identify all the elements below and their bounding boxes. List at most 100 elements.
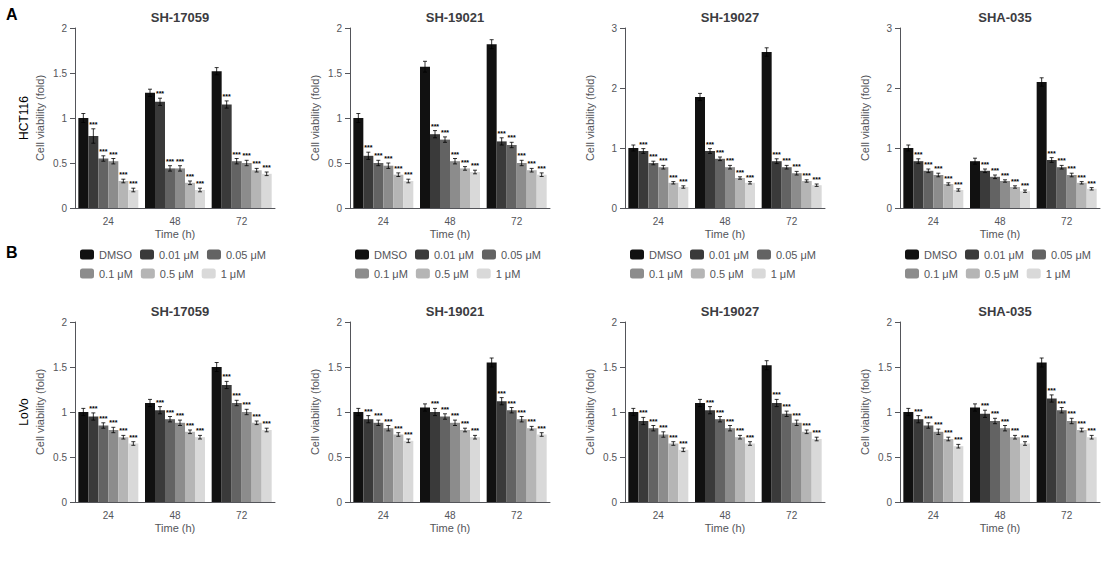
svg-text:SH-19021: SH-19021	[426, 10, 485, 25]
svg-text:***: ***	[706, 399, 714, 406]
svg-text:72: 72	[236, 510, 248, 521]
svg-text:HCT116: HCT116	[17, 96, 31, 140]
svg-text:***: ***	[233, 151, 241, 158]
svg-text:48: 48	[169, 510, 181, 521]
svg-text:***: ***	[196, 427, 204, 434]
svg-text:***: ***	[498, 130, 506, 137]
svg-text:0.5 μM: 0.5 μM	[435, 268, 469, 280]
svg-text:***: ***	[471, 427, 479, 434]
svg-text:2: 2	[886, 317, 892, 328]
svg-text:SH-19027: SH-19027	[701, 10, 760, 25]
svg-text:***: ***	[1048, 150, 1056, 157]
svg-text:***: ***	[394, 425, 402, 432]
svg-text:***: ***	[736, 169, 744, 176]
svg-text:3: 3	[611, 23, 617, 34]
svg-text:0.5: 0.5	[53, 158, 67, 169]
svg-text:***: ***	[1078, 174, 1086, 181]
svg-text:1: 1	[611, 407, 617, 418]
svg-text:***: ***	[129, 180, 137, 187]
svg-text:1 μM: 1 μM	[1046, 268, 1071, 280]
svg-text:***: ***	[508, 400, 516, 407]
svg-text:DMSO: DMSO	[649, 249, 682, 261]
svg-text:SH-17059: SH-17059	[151, 10, 210, 25]
svg-text:2: 2	[336, 317, 342, 328]
svg-text:24: 24	[653, 510, 665, 521]
svg-text:DMSO: DMSO	[99, 249, 132, 261]
svg-text:***: ***	[944, 429, 952, 436]
svg-text:***: ***	[374, 152, 382, 159]
svg-text:***: ***	[649, 153, 657, 160]
svg-text:***: ***	[538, 425, 546, 432]
svg-text:***: ***	[364, 408, 372, 415]
svg-text:***: ***	[176, 158, 184, 165]
svg-text:***: ***	[186, 422, 194, 429]
svg-text:0.05 μM: 0.05 μM	[776, 249, 816, 261]
svg-text:***: ***	[404, 171, 412, 178]
svg-text:***: ***	[1001, 172, 1009, 179]
svg-text:***: ***	[384, 155, 392, 162]
svg-text:1 μM: 1 μM	[221, 268, 246, 280]
svg-text:DMSO: DMSO	[374, 249, 407, 261]
svg-text:0: 0	[336, 497, 342, 508]
svg-text:***: ***	[441, 129, 449, 136]
svg-text:SH-19021: SH-19021	[426, 304, 485, 319]
svg-text:***: ***	[263, 164, 271, 171]
svg-text:***: ***	[639, 409, 647, 416]
svg-text:24: 24	[928, 216, 940, 227]
svg-text:0: 0	[61, 203, 67, 214]
svg-text:0.5: 0.5	[53, 452, 67, 463]
svg-text:1.5: 1.5	[53, 362, 67, 373]
svg-text:2: 2	[611, 317, 617, 328]
svg-text:0.1 μM: 0.1 μM	[924, 268, 958, 280]
svg-text:***: ***	[669, 434, 677, 441]
svg-text:***: ***	[934, 421, 942, 428]
svg-text:24: 24	[103, 216, 115, 227]
svg-text:***: ***	[746, 174, 754, 181]
svg-text:Cell viability (fold): Cell viability (fold)	[309, 75, 321, 161]
svg-text:***: ***	[109, 419, 117, 426]
svg-text:72: 72	[786, 510, 798, 521]
svg-text:***: ***	[1001, 418, 1009, 425]
svg-text:***: ***	[726, 418, 734, 425]
svg-text:0.5 μM: 0.5 μM	[710, 268, 744, 280]
svg-text:0.01 μM: 0.01 μM	[709, 249, 749, 261]
svg-text:Time (h): Time (h)	[980, 228, 1021, 240]
svg-text:***: ***	[89, 405, 97, 412]
svg-text:***: ***	[679, 178, 687, 185]
svg-text:24: 24	[103, 510, 115, 521]
svg-text:***: ***	[156, 399, 164, 406]
svg-text:***: ***	[364, 144, 372, 151]
svg-text:1: 1	[336, 407, 342, 418]
svg-text:***: ***	[233, 392, 241, 399]
svg-text:0: 0	[61, 497, 67, 508]
svg-text:72: 72	[511, 216, 523, 227]
svg-text:***: ***	[99, 415, 107, 422]
svg-text:1: 1	[61, 113, 67, 124]
svg-text:SH-17059: SH-17059	[151, 304, 210, 319]
svg-text:***: ***	[991, 167, 999, 174]
svg-text:1.5: 1.5	[603, 362, 617, 373]
svg-text:0.5 μM: 0.5 μM	[160, 268, 194, 280]
svg-text:0.05 μM: 0.05 μM	[226, 249, 266, 261]
svg-text:***: ***	[431, 400, 439, 407]
svg-text:***: ***	[498, 390, 506, 397]
svg-text:***: ***	[129, 434, 137, 441]
svg-text:0: 0	[611, 203, 617, 214]
svg-text:0.05 μM: 0.05 μM	[501, 249, 541, 261]
svg-text:1 μM: 1 μM	[771, 268, 796, 280]
svg-text:Time (h): Time (h)	[430, 228, 471, 240]
svg-text:***: ***	[441, 406, 449, 413]
svg-text:***: ***	[1011, 427, 1019, 434]
svg-text:1: 1	[61, 407, 67, 418]
svg-text:Cell viability (fold): Cell viability (fold)	[859, 369, 871, 455]
svg-text:0: 0	[886, 497, 892, 508]
svg-text:***: ***	[528, 160, 536, 167]
svg-text:***: ***	[783, 157, 791, 164]
svg-text:***: ***	[451, 151, 459, 158]
svg-text:SHA-035: SHA-035	[978, 10, 1031, 25]
svg-text:48: 48	[719, 510, 731, 521]
svg-text:***: ***	[679, 440, 687, 447]
svg-text:***: ***	[669, 174, 677, 181]
svg-text:***: ***	[461, 420, 469, 427]
svg-text:***: ***	[924, 415, 932, 422]
